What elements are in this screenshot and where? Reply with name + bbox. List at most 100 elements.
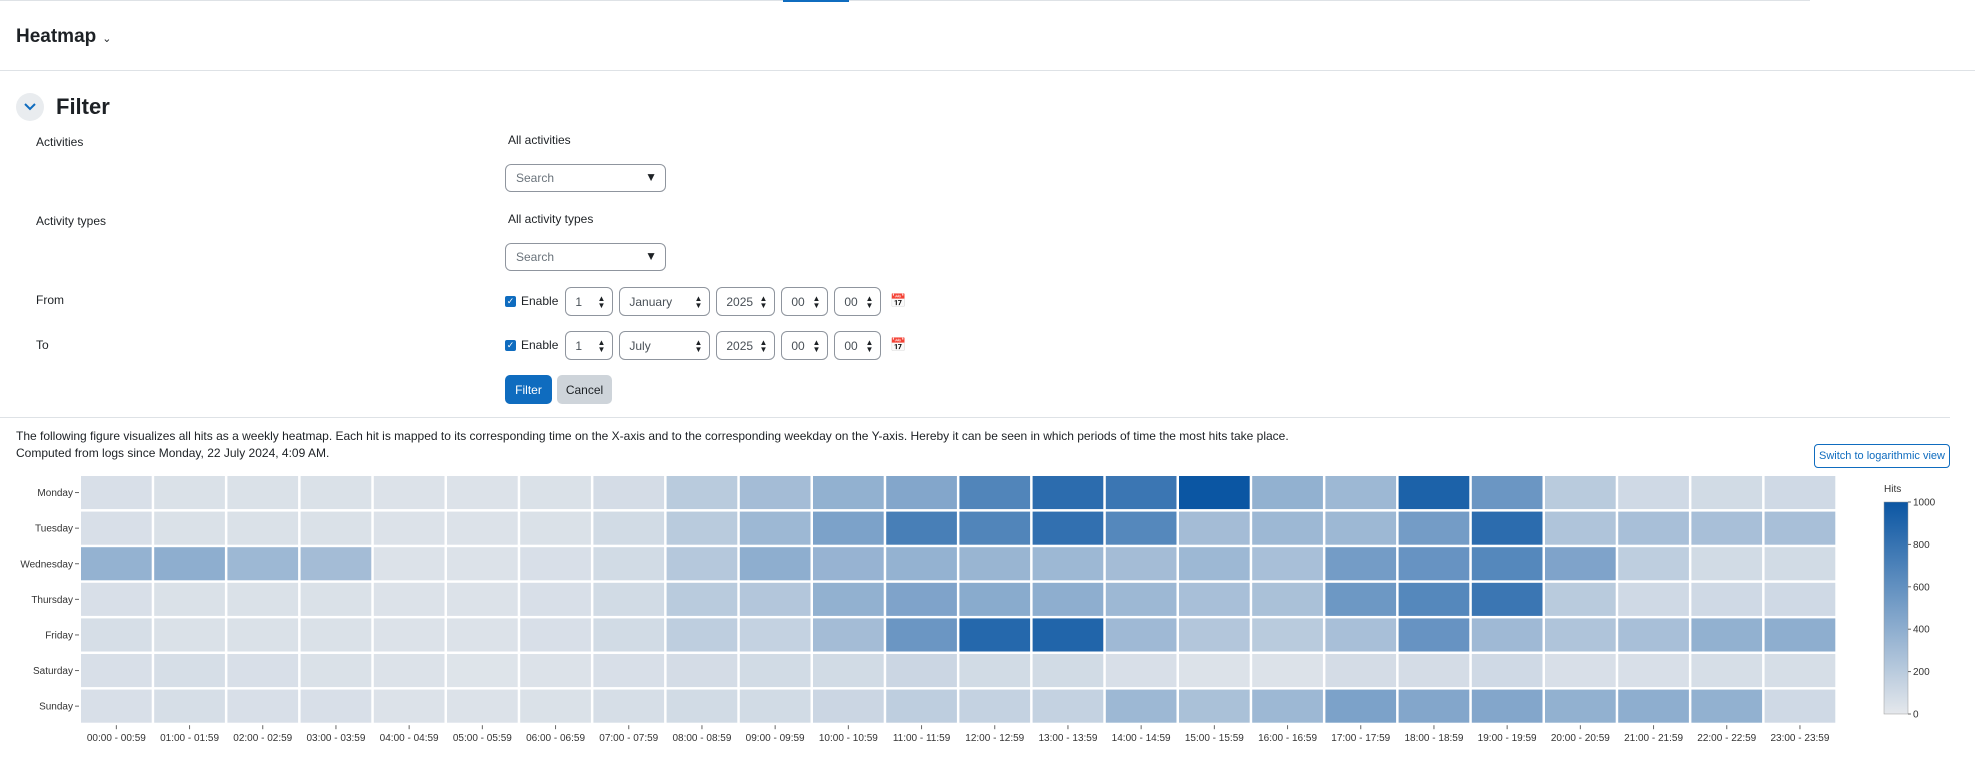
colorbar	[1883, 501, 1909, 715]
heatmap-cell	[81, 547, 152, 581]
heatmap-cell	[1032, 547, 1104, 581]
heatmap-cell	[227, 476, 299, 510]
updown-arrow-icon: ▲ ▼	[694, 337, 703, 354]
cancel-button[interactable]: Cancel	[557, 375, 612, 404]
updown-arrow-icon: ▲ ▼	[694, 293, 703, 310]
divider	[0, 417, 1950, 418]
select-value: 1	[575, 338, 583, 353]
activity-types-label: Activity types	[36, 214, 107, 228]
heatmap-cell	[1252, 476, 1323, 510]
colorbar-tick-label: 600	[1913, 582, 1930, 593]
heatmap-cell	[154, 476, 225, 510]
heatmap-cell	[373, 547, 445, 581]
heatmap-cell	[1691, 511, 1763, 545]
heatmap-cell	[1545, 618, 1616, 652]
report-selector[interactable]: Heatmap ⌄	[16, 26, 111, 48]
heatmap-cell	[1691, 476, 1763, 510]
from-enable-checkbox[interactable]: ✓ Enable	[505, 294, 558, 308]
active-tab-indicator	[783, 0, 849, 2]
heatmap-cell	[227, 689, 299, 723]
heatmap-cell	[1764, 618, 1836, 652]
heatmap-cell	[1105, 654, 1177, 688]
heatmap-cell	[813, 582, 884, 616]
heatmap-cell	[739, 511, 811, 545]
x-tick-label: 20:00 - 20:59	[1551, 733, 1610, 744]
switch-logarithmic-button[interactable]: Switch to logarithmic view	[1814, 444, 1950, 468]
heatmap-cell	[886, 689, 957, 723]
heatmap-cell	[1398, 476, 1470, 510]
heatmap-cell	[300, 476, 372, 510]
heatmap-cell	[1105, 476, 1177, 510]
x-tick-label: 08:00 - 08:59	[672, 733, 731, 744]
heatmap-cell	[227, 618, 299, 652]
filter-button[interactable]: Filter	[505, 375, 552, 404]
colorbar-tick-label: 800	[1913, 540, 1930, 551]
heatmap-cell	[447, 654, 518, 688]
heatmap-cell	[520, 582, 591, 616]
heatmap-cell	[1545, 476, 1616, 510]
heatmap-cell	[1179, 582, 1250, 616]
activity-types-search-input[interactable]: Search ▼	[505, 243, 666, 271]
to-day-select[interactable]: 1 ▲ ▼	[565, 330, 614, 360]
heatmap-cell	[1032, 511, 1104, 545]
x-tick-label: 01:00 - 01:59	[160, 733, 219, 744]
page-title: Heatmap	[16, 26, 97, 47]
heatmap-cell	[666, 476, 738, 510]
heatmap-cell	[886, 582, 957, 616]
heatmap-cell	[1691, 547, 1763, 581]
heatmap-cell	[593, 511, 665, 545]
heatmap-cell	[1179, 618, 1250, 652]
heatmap-cell	[1032, 689, 1104, 723]
heatmap-cell	[1179, 654, 1250, 688]
to-month-select[interactable]: July ▲ ▼	[619, 330, 711, 360]
select-value: 2025	[726, 294, 754, 309]
heatmap-cell	[1471, 654, 1543, 688]
heatmap-cell	[1032, 618, 1104, 652]
select-value: 00	[791, 294, 805, 309]
to-year-select[interactable]: 2025 ▲ ▼	[716, 330, 776, 360]
heatmap-cell	[886, 476, 957, 510]
colorbar-tick-label: 200	[1913, 667, 1930, 678]
heatmap-cell	[300, 511, 372, 545]
heatmap-cell	[1179, 689, 1250, 723]
from-day-select[interactable]: 1 ▲ ▼	[565, 286, 614, 316]
heatmap-cell	[1325, 476, 1397, 510]
filter-title: Filter	[56, 94, 110, 119]
heatmap-cell	[1252, 689, 1323, 723]
heatmap-cell	[886, 618, 957, 652]
heatmap-cell	[886, 654, 957, 688]
from-month-select[interactable]: January ▲ ▼	[619, 286, 711, 316]
heatmap-cell	[1764, 654, 1836, 688]
from-year-select[interactable]: 2025 ▲ ▼	[716, 286, 776, 316]
to-enable-checkbox[interactable]: ✓ Enable	[505, 338, 558, 352]
y-tick-label: Friday	[45, 630, 73, 641]
x-tick-label: 16:00 - 16:59	[1258, 733, 1317, 744]
x-tick-label: 17:00 - 17:59	[1331, 733, 1390, 744]
chevron-down-icon	[24, 103, 36, 111]
colorbar-tick-label: 1000	[1913, 498, 1936, 509]
to-minute-select[interactable]: 00 ▲ ▼	[834, 330, 882, 360]
from-hour-select[interactable]: 00 ▲ ▼	[781, 286, 829, 316]
computed-since-text: Computed from logs since Monday, 22 July…	[16, 446, 330, 460]
heatmap-cell	[1545, 654, 1616, 688]
calendar-icon[interactable]: 📅	[890, 337, 907, 352]
heatmap-cell	[739, 689, 811, 723]
from-minute-select[interactable]: 00 ▲ ▼	[834, 286, 882, 316]
collapse-toggle-button[interactable]	[16, 93, 44, 121]
to-hour-select[interactable]: 00 ▲ ▼	[781, 330, 829, 360]
activities-search-input[interactable]: Search ▼	[505, 164, 666, 192]
dropdown-arrow-icon: ▼	[645, 249, 657, 263]
heatmap-cell	[227, 547, 299, 581]
heatmap-description: The following figure visualizes all hits…	[16, 429, 1289, 443]
dropdown-arrow-icon: ▼	[645, 170, 657, 184]
heatmap-cell	[666, 654, 738, 688]
heatmap-cell	[1105, 547, 1177, 581]
checkmark-icon: ✓	[505, 295, 516, 307]
calendar-icon[interactable]: 📅	[890, 293, 907, 308]
heatmap-cell	[1471, 547, 1543, 581]
heatmap-cell	[447, 547, 518, 581]
heatmap-cell	[959, 511, 1031, 545]
heatmap-cell	[813, 511, 884, 545]
heatmap-cell	[813, 689, 884, 723]
heatmap-cell	[1764, 689, 1836, 723]
